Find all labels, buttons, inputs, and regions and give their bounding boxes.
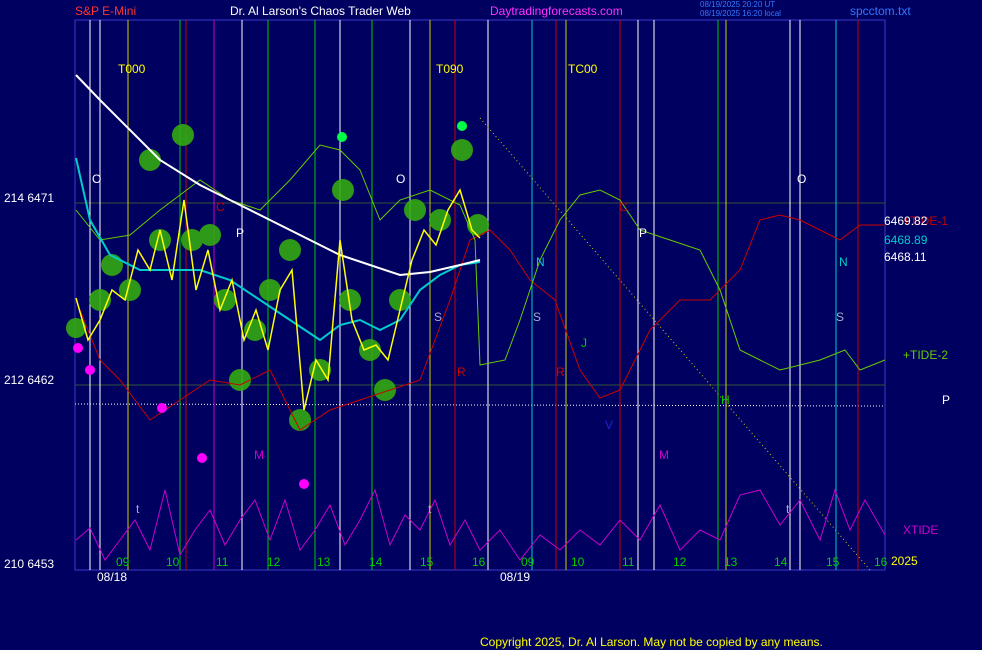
- tide1-curve: [75, 214, 885, 431]
- hour-label: 10: [166, 555, 180, 569]
- hour-labels: 09 10 11 12 13 14 15 16 09 10 11 12 13 1…: [116, 555, 888, 569]
- marker: T090: [436, 62, 464, 76]
- top-dots: [337, 121, 467, 142]
- letter: S: [533, 310, 541, 324]
- letter: M: [254, 448, 264, 462]
- title: Dr. Al Larson's Chaos Trader Web: [230, 4, 411, 18]
- site: Daytradingforecasts.com: [490, 4, 623, 18]
- hour-label: 13: [317, 555, 331, 569]
- letter: O: [797, 172, 806, 186]
- file-name: spcctom.txt: [850, 4, 911, 18]
- tide-label: XTIDE: [903, 523, 938, 537]
- xtide-curve: [75, 488, 886, 561]
- price-label: 214 6471: [4, 191, 54, 205]
- letter: H: [721, 393, 730, 407]
- hour-label: 09: [521, 555, 535, 569]
- letter: P: [639, 226, 647, 240]
- date-label: 08/19: [500, 570, 530, 584]
- vertical-lines: [89, 20, 859, 570]
- hour-label: 11: [622, 555, 635, 569]
- hour-label: 15: [420, 555, 434, 569]
- letter: P: [236, 226, 244, 240]
- price-label: 210 6453: [4, 557, 54, 571]
- hour-label: 14: [774, 555, 788, 569]
- hour-label: 11: [216, 555, 229, 569]
- cyan-average: [75, 157, 481, 342]
- hour-label: 09: [116, 555, 130, 569]
- hour-label: 14: [369, 555, 383, 569]
- price-readout: 6468.89: [884, 233, 928, 247]
- horizontal-lines: [74, 202, 886, 407]
- white-average: [75, 74, 481, 277]
- hour-label: 12: [267, 555, 281, 569]
- letter: t: [428, 502, 432, 516]
- hour-label: 16: [874, 555, 888, 569]
- tide2-curve: [75, 144, 886, 371]
- letter: V: [605, 418, 613, 432]
- letter: S: [434, 310, 442, 324]
- price-line: [75, 188, 481, 411]
- hour-label: 13: [724, 555, 738, 569]
- price-readout: 6468.11: [884, 250, 927, 264]
- letter: O: [396, 172, 405, 186]
- stamp: 08/19/2025 20:20 UT: [700, 0, 775, 9]
- letter: R: [457, 365, 466, 379]
- letter: t: [786, 502, 790, 516]
- letter: R: [556, 365, 565, 379]
- pivot-dots: [73, 343, 309, 489]
- tide-label: +TIDE-1: [903, 214, 948, 228]
- hour-label: 16: [472, 555, 486, 569]
- hour-label: 10: [571, 555, 585, 569]
- price-label: 212 6462: [4, 373, 54, 387]
- letter: C: [216, 200, 225, 214]
- stamp: 08/19/2025 16:20 local: [700, 9, 781, 18]
- tide-label: +TIDE-2: [903, 348, 948, 362]
- hour-label: 15: [826, 555, 840, 569]
- copyright: Copyright 2025, Dr. Al Larson. May not b…: [480, 635, 823, 649]
- marker: TC00: [568, 62, 598, 76]
- price-readout: 6469.82: [884, 214, 928, 228]
- letter: J: [581, 336, 587, 350]
- letter: t: [136, 502, 140, 516]
- year-label: 2025: [891, 554, 918, 568]
- hour-label: 12: [673, 555, 687, 569]
- letter: O: [92, 172, 101, 186]
- date-label: 08/18: [97, 570, 127, 584]
- instrument: S&P E-Mini: [75, 4, 136, 18]
- letter: C: [619, 200, 628, 214]
- letter: P: [942, 393, 950, 407]
- letter: S: [836, 310, 844, 324]
- letter: M: [659, 448, 669, 462]
- letter: N: [536, 255, 545, 269]
- letter: N: [839, 255, 848, 269]
- marker: T000: [118, 62, 146, 76]
- plot-frame: [74, 19, 886, 571]
